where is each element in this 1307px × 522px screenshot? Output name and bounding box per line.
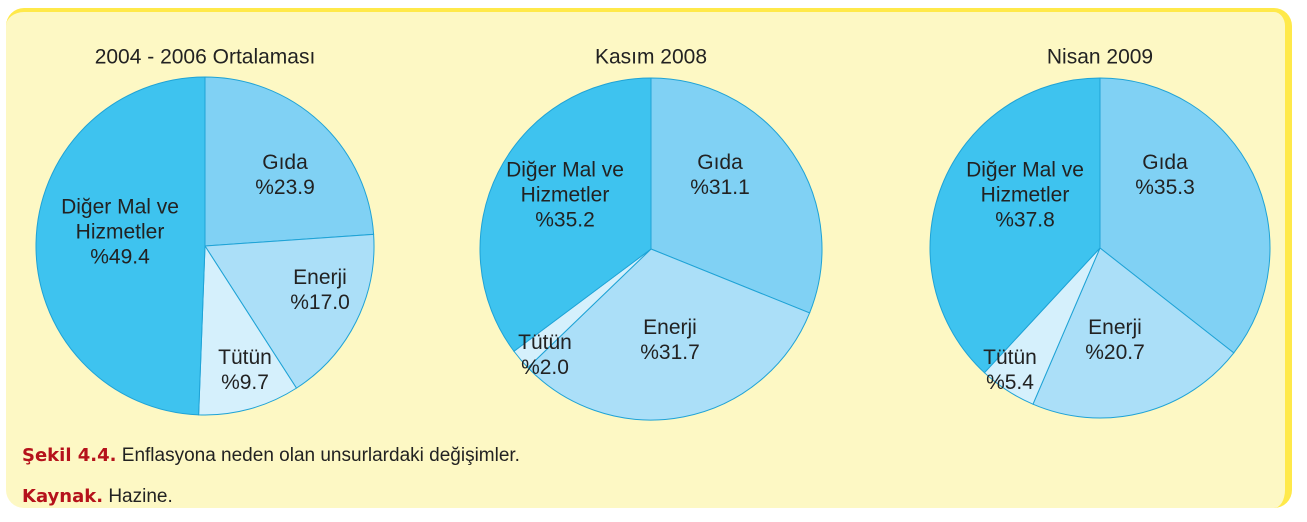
slice-value: %31.7 xyxy=(640,341,700,364)
pie-title: Kasım 2008 xyxy=(595,46,707,69)
slice-label: Gıda %35.3 xyxy=(1101,150,1229,200)
slice-name: Diğer Mal ve Hizmetler xyxy=(506,158,624,207)
slice-value: %35.3 xyxy=(1135,176,1195,199)
slice-name: Gıda xyxy=(697,151,743,174)
slice-value: %5.4 xyxy=(986,371,1034,394)
pie-slice xyxy=(1032,247,1235,419)
slice-label: Enerji %31.7 xyxy=(606,315,734,365)
slice-label: Tütün %9.7 xyxy=(181,345,309,395)
pie-slice xyxy=(527,248,811,421)
slice-label: Tütün %2.0 xyxy=(481,330,609,380)
caption-text: Enflasyona neden olan unsurlardaki değiş… xyxy=(121,445,520,466)
slice-value: %2.0 xyxy=(521,356,569,379)
slice-label: Enerji %20.7 xyxy=(1051,315,1179,365)
pie-slice xyxy=(479,77,652,352)
caption-label: Şekil 4.4. xyxy=(22,445,117,466)
slice-label: Diğer Mal ve Hizmetler %35.2 xyxy=(501,158,629,233)
source-label: Kaynak. xyxy=(22,486,104,507)
slice-value: %20.7 xyxy=(1085,341,1145,364)
slice-label: Enerji %17.0 xyxy=(256,265,384,315)
source-text: Hazine. xyxy=(108,486,173,507)
pie-title: Nisan 2009 xyxy=(1047,46,1153,69)
source: Kaynak. Hazine. xyxy=(22,486,173,508)
slice-name: Diğer Mal ve Hizmetler xyxy=(61,195,179,244)
slice-name: Gıda xyxy=(262,151,308,174)
pie-slice xyxy=(929,77,1101,374)
slice-label: Tütün %5.4 xyxy=(946,345,1074,395)
pie-slice xyxy=(198,244,298,416)
slice-value: %23.9 xyxy=(255,176,315,199)
pie-slice xyxy=(204,233,375,389)
slice-name: Tütün xyxy=(983,346,1037,369)
slice-name: Tütün xyxy=(518,331,572,354)
slice-label: Gıda %31.1 xyxy=(656,150,784,200)
pie-slice xyxy=(204,76,375,247)
slice-label: Diğer Mal ve Hizmetler %49.4 xyxy=(56,195,184,270)
slice-value: %31.1 xyxy=(690,176,750,199)
slice-value: %17.0 xyxy=(290,291,350,314)
pie-slice xyxy=(650,77,823,314)
slice-value: %37.8 xyxy=(995,208,1055,232)
slice-name: Enerji xyxy=(293,266,347,289)
slice-name: Enerji xyxy=(1088,316,1142,339)
slice-label: Gıda %23.9 xyxy=(221,150,349,200)
pie-slice xyxy=(1099,77,1271,354)
slice-value: %49.4 xyxy=(90,245,150,269)
slice-label: Diğer Mal ve Hizmetler %37.8 xyxy=(961,158,1089,233)
slice-name: Diğer Mal ve Hizmetler xyxy=(966,158,1084,207)
slice-name: Tütün xyxy=(218,346,272,369)
pie-title: 2004 - 2006 Ortalaması xyxy=(95,46,316,69)
pie-slice xyxy=(35,76,206,416)
slice-value: %9.7 xyxy=(221,371,269,394)
slice-name: Enerji xyxy=(643,316,697,339)
slice-value: %35.2 xyxy=(535,208,595,232)
caption: Şekil 4.4. Enflasyona neden olan unsurla… xyxy=(22,445,520,467)
slice-name: Gıda xyxy=(1142,151,1188,174)
